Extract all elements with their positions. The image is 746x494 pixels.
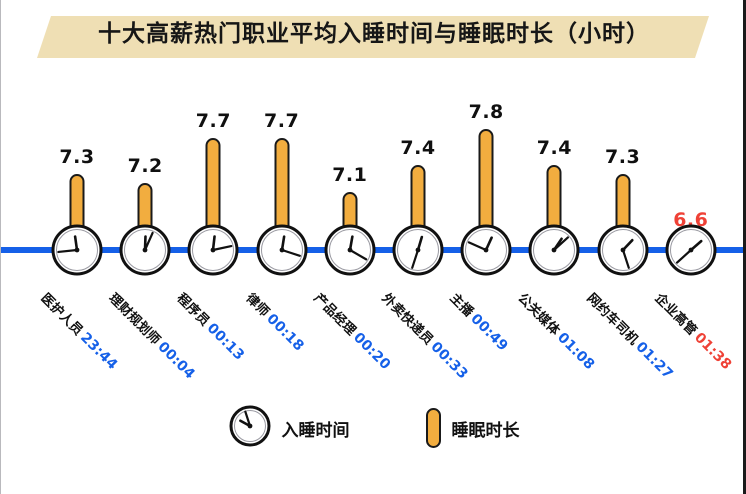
title-banner (37, 16, 709, 58)
bedtime-value: 00:20 (349, 329, 394, 374)
bedtime-clock-icon (528, 224, 580, 276)
bedtime-clock-icon (665, 224, 717, 276)
bar-value-label: 7.4 (536, 136, 572, 159)
clock-icon (229, 405, 271, 451)
bar-value-label: 7.7 (195, 109, 231, 132)
profession-name: 公关媒体 (514, 290, 563, 339)
bar-value-label: 7.3 (605, 145, 641, 168)
bar-value-label: 7.8 (468, 100, 504, 123)
bedtime-value: 01:27 (631, 338, 676, 383)
bedtime-value: 00:33 (427, 338, 471, 383)
legend-label-duration: 睡眠时长 (451, 420, 520, 441)
bedtime-clock-icon (392, 224, 444, 276)
profession-name: 产品经理 (310, 290, 359, 339)
bedtime-clock-icon (187, 224, 239, 276)
profession-name: 律师 (242, 290, 272, 321)
bar-value-label: 7.3 (59, 145, 95, 168)
profession-name: 企业高管 (651, 290, 700, 339)
page-title: 十大高薪热门职业平均入睡时间与睡眠时长（小时） (98, 21, 650, 47)
category-label: 程序员00:13 (174, 288, 250, 364)
bedtime-clock-icon (51, 224, 103, 276)
profession-name: 理财规划师 (105, 290, 164, 349)
legend-entry-duration: 睡眠时长 (425, 408, 520, 448)
bar-icon (425, 408, 441, 448)
legend-entry-bedtime: 入睡时间 (229, 405, 350, 451)
bar-value-label: 7.1 (332, 163, 368, 186)
legend-label-bedtime: 入睡时间 (281, 420, 350, 441)
bar-value-label: 7.2 (127, 154, 163, 177)
bedtime-value: 00:18 (262, 310, 307, 355)
bedtime-value: 01:08 (554, 329, 598, 374)
profession-name: 医护人员 (37, 290, 86, 339)
bedtime-clock-icon (460, 224, 512, 276)
bedtime-value: 00:13 (204, 320, 248, 364)
bedtime-value: 23:44 (77, 329, 121, 374)
bedtime-value: 00:04 (154, 338, 199, 383)
bedtime-value: 00:49 (467, 310, 512, 355)
category-label: 律师00:18 (242, 288, 308, 355)
chart-legend: 入睡时间 睡眠时长 (1, 405, 743, 451)
bedtime-clock-icon (597, 224, 649, 276)
category-label: 主播00:49 (447, 288, 513, 355)
bedtime-clock-icon (324, 224, 376, 276)
bar-value-label: 7.7 (264, 109, 300, 132)
profession-name: 网约车司机 (583, 290, 641, 349)
bedtime-clock-icon (256, 224, 308, 276)
bar-value-label: 6.6 (673, 208, 709, 231)
bedtime-value: 01:38 (690, 329, 735, 374)
bar-value-label: 7.4 (400, 136, 436, 159)
bedtime-clock-icon (119, 224, 171, 276)
profession-name: 程序员 (173, 290, 213, 330)
profession-name: 外卖快递员 (378, 290, 436, 349)
